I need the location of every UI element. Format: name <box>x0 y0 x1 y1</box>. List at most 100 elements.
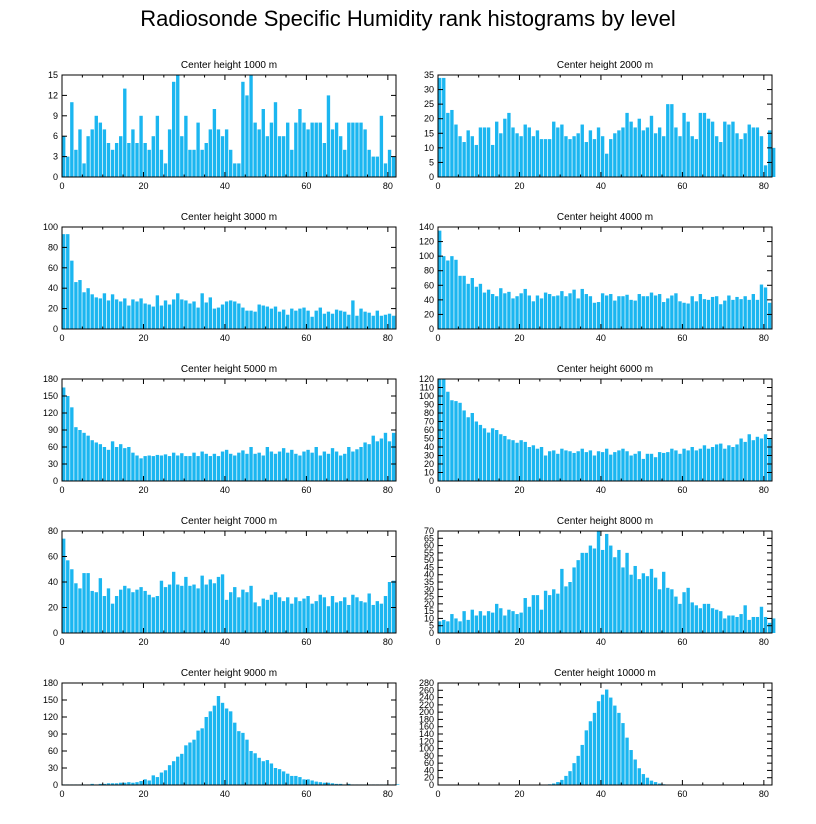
panel-10-x-tick-label: 40 <box>596 789 606 799</box>
panel-5-bar <box>86 435 90 481</box>
panel-5-bar <box>151 456 155 481</box>
panel-3-bar <box>208 297 212 329</box>
panel-8-bar <box>499 608 503 633</box>
panel-1-bar <box>371 156 375 177</box>
panel-3-bar <box>355 315 359 329</box>
panel-3-bar <box>351 300 355 329</box>
panel-9-bar <box>159 772 164 785</box>
panel-6-bar <box>763 434 768 481</box>
panel-7-bar <box>123 585 127 633</box>
panel-7-bar <box>355 597 359 633</box>
panel-3-bar <box>294 310 298 329</box>
panel-3-bar <box>98 298 103 329</box>
panel-3-bar <box>102 293 107 329</box>
panel-7-bar <box>176 584 180 633</box>
panel-8-bar <box>596 531 601 633</box>
panel-5-bar <box>90 440 94 481</box>
panel-7-bar <box>167 584 172 633</box>
panel-8-bar <box>670 589 674 633</box>
panel-3-bar <box>314 310 318 329</box>
panel-9-bar <box>286 773 290 785</box>
panel-2-bar <box>450 109 454 177</box>
panel-7-y-tick-label: 60 <box>48 552 58 562</box>
panel-9-bar <box>163 770 168 785</box>
panel-5-bar <box>167 456 172 481</box>
panel-8-x-tick-label: 0 <box>435 637 440 647</box>
panel-1-bar <box>163 163 168 177</box>
panel-3-bar <box>192 301 196 329</box>
panel-5-bar <box>62 387 66 481</box>
panel-6-bar <box>584 452 588 481</box>
panel-9-title: Center height 9000 m <box>181 668 277 679</box>
panel-7-bar <box>171 571 176 633</box>
panel-7-bar <box>135 589 139 633</box>
panel-4-bar <box>759 284 764 329</box>
panel-2-bar <box>727 124 731 177</box>
panel-6-bar <box>543 455 548 481</box>
panel-6-y-tick-label: 70 <box>424 417 434 427</box>
panel-2-bar <box>556 127 560 177</box>
panel-9-bar <box>334 783 339 785</box>
panel-5-bar <box>74 427 78 481</box>
panel-7-bar <box>78 588 82 634</box>
panel-10-bar <box>653 782 658 785</box>
panel-9-bar <box>110 783 115 785</box>
panel-7-bar <box>143 590 147 633</box>
panel-5-y-tick-label: 60 <box>48 442 58 452</box>
panel-10-y-tick-label: 180 <box>419 714 434 724</box>
panel-1-bar <box>229 149 233 177</box>
panel-6-bar <box>645 453 650 481</box>
panel-5-title: Center height 5000 m <box>181 364 277 375</box>
panel-8-bar <box>678 603 682 633</box>
panel-9-bar <box>298 777 302 785</box>
panel-1-bar <box>114 143 119 177</box>
panel-9-bar <box>265 760 270 785</box>
panel-1-y-tick-label: 9 <box>53 111 58 121</box>
panel-6-bar <box>503 435 507 481</box>
panel-8-y-tick-label: 25 <box>424 592 434 602</box>
panel-8-bar <box>662 571 666 633</box>
panel-2-bar <box>698 112 703 177</box>
panel-6-bar <box>556 453 560 481</box>
panel-9-bar <box>151 775 155 785</box>
panel-1-bar <box>298 109 302 177</box>
panel-1-bar <box>326 95 331 177</box>
panel-1-bar <box>359 122 363 177</box>
panel-5-bar <box>176 455 180 481</box>
panel-7-bar <box>82 573 86 633</box>
panel-9-bar <box>269 763 274 785</box>
panel-5-y-tick-label: 0 <box>53 476 58 486</box>
panel-9-x-tick-label: 60 <box>301 789 311 799</box>
panel-8-y-tick-label: 65 <box>424 533 434 543</box>
panel-3-bar <box>257 304 261 329</box>
panel-5-bar <box>94 442 98 481</box>
panel-1-bar <box>98 122 103 177</box>
panel-6-y-tick-label: 30 <box>424 451 434 461</box>
panel-5-bar <box>102 447 107 481</box>
panel-7-x-tick-label: 60 <box>301 637 311 647</box>
panel-7-bar <box>155 596 160 633</box>
panel-5-bar <box>281 448 286 481</box>
panel-6-bar <box>657 452 662 481</box>
panel-8-bar <box>515 614 519 633</box>
panel-5-y-tick-label: 90 <box>48 425 58 435</box>
panel-8-bar <box>470 609 474 633</box>
panel-2-y-tick-label: 15 <box>424 128 434 138</box>
panel-5-bar <box>367 444 371 481</box>
panel-7-bar <box>131 592 135 633</box>
panel-7-bar <box>343 597 347 633</box>
panel-5-bar <box>200 451 204 481</box>
panel-2-bar <box>629 121 633 177</box>
panel-1-bar <box>306 129 310 177</box>
panel-3-bar <box>347 314 351 329</box>
panel-6-bar <box>719 443 723 481</box>
panel-6-bar <box>511 440 515 481</box>
panel-5-bar <box>110 441 115 481</box>
panel-5-bar <box>314 447 318 481</box>
panel-5-y-tick-label: 30 <box>48 459 58 469</box>
panel-3-bar <box>163 300 168 329</box>
panel-7-bar <box>119 589 123 633</box>
panel-5-bar <box>265 447 270 481</box>
panel-10-bar <box>568 771 572 785</box>
panel-10-bar <box>625 737 629 785</box>
